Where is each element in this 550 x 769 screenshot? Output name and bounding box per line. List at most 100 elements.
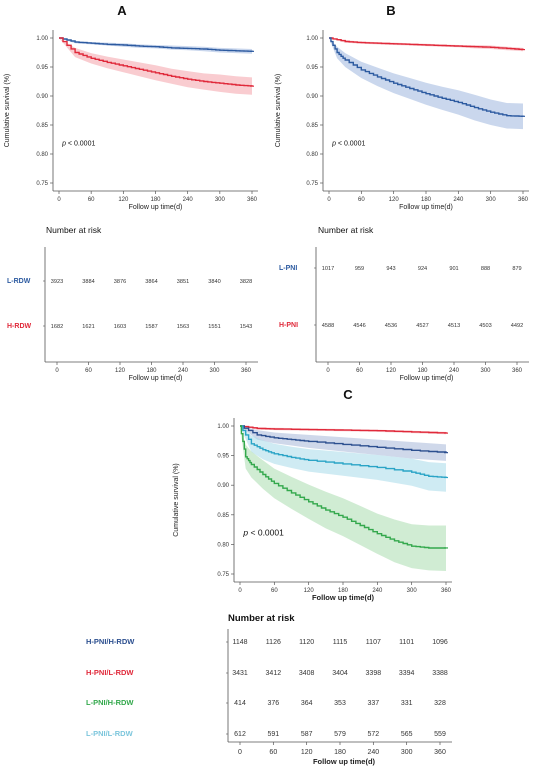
risk-count: 4503 [479,323,491,329]
risk-count: 3404 [332,670,348,677]
risk-count: 3398 [366,670,382,677]
x-tick-label: 180 [338,588,349,594]
y-tick-label: 0.75 [306,181,318,187]
risk-count: 1148 [232,639,247,646]
risk-count: 3864 [145,279,157,285]
risk-count: 331 [401,700,413,707]
risk-count: 4536 [385,323,397,329]
risk-row-label: L-PNI/H-RDW [86,698,134,707]
y-tick-label: 0.90 [217,483,229,489]
y-tick-label: 0.95 [306,65,318,71]
risk-count: 1587 [145,324,157,330]
risk-x-tick-label: 180 [146,368,157,374]
risk-count: 1101 [399,639,414,646]
risk-count: 888 [481,266,490,272]
survival-line-l-pni-h-rdw [240,425,446,549]
risk-x-tick-label: 120 [386,368,397,374]
x-tick-label: 180 [150,197,161,203]
y-tick-label: 0.85 [36,123,48,129]
risk-row-label: H-PNI/H-RDW [86,637,135,646]
y-tick-label: 0.80 [217,542,229,548]
risk-count: 3394 [399,670,415,677]
x-tick-label: 360 [518,197,529,203]
risk-x-tick-label: 180 [334,749,346,756]
risk-count: 4492 [511,323,523,329]
p-value-text: < 0.0001 [66,140,95,147]
p-value: p < 0.0001 [331,140,365,147]
risk-x-tick-label: 360 [241,368,252,374]
p-italic: p [331,140,336,147]
risk-count: 572 [367,731,379,738]
risk-count: 328 [434,700,446,707]
y-tick-label: 0.80 [36,152,48,158]
x-tick-label: 120 [304,588,315,594]
risk-count: 4588 [322,323,334,329]
risk-count: 3923 [51,279,63,285]
risk-count: 3431 [232,670,248,677]
x-tick-label: 0 [327,197,331,203]
y-axis-label: Cumulative survival (%) [173,463,180,537]
x-tick-label: 240 [453,197,464,203]
survival-line-h-pni-h-rdw [240,425,447,453]
panel-letter: B [386,3,395,18]
risk-count: 924 [418,266,427,272]
risk-count: 1120 [299,639,314,646]
risk-count: 1126 [266,639,281,646]
risk-count: 353 [334,700,346,707]
risk-count: 3851 [177,279,189,285]
risk-count: 1682 [51,324,63,330]
survival-line-h-rdw [59,37,253,87]
risk-x-axis-label: Follow up time(d) [129,375,183,382]
risk-count: 3828 [240,279,252,285]
risk-count: 4527 [416,323,428,329]
x-tick-label: 120 [118,197,129,203]
x-tick-label: 240 [183,197,194,203]
risk-x-tick-label: 120 [301,749,313,756]
risk-x-tick-label: 60 [356,368,363,374]
risk-x-tick-label: 180 [417,368,428,374]
risk-row-label: L-PNI/L-RDW [86,729,134,738]
risk-x-axis-label: Follow up time(d) [400,375,454,382]
risk-count: 579 [334,731,346,738]
x-axis-label: Follow up time(d) [129,204,183,211]
risk-count: 1603 [114,324,126,330]
risk-x-tick-label: 0 [326,368,330,374]
risk-count: 591 [267,731,279,738]
ci-band-l-rdw [59,38,252,54]
y-tick-label: 0.75 [217,572,229,578]
risk-count: 414 [234,700,246,707]
risk-table-title: Number at risk [228,613,295,624]
panel-b: B 0.75 0.80 0.85 0.90 0.95 1.00 0 60 120 180 240 300… [275,3,529,382]
risk-x-tick-label: 300 [209,368,220,374]
risk-count: 1115 [333,639,348,646]
risk-count: 565 [401,731,413,738]
ci-band-l-pni-h-rdw [240,426,446,571]
risk-count: 364 [301,700,313,707]
risk-count: 376 [267,700,279,707]
risk-row-label: H-RDW [7,323,31,330]
p-value: p < 0.0001 [242,528,284,538]
risk-count: 959 [355,266,364,272]
risk-count: 1543 [240,324,252,330]
risk-x-tick-label: 240 [449,368,460,374]
risk-row-label: L-RDW [7,278,31,285]
risk-row-label: H-PNI/L-RDW [86,668,134,677]
risk-x-axis-label: Follow up time(d) [313,757,376,766]
x-tick-label: 240 [372,588,383,594]
x-tick-label: 300 [486,197,497,203]
y-axis-label: Cumulative survival (%) [4,74,11,148]
risk-count: 4513 [448,323,460,329]
survival-line-h-pni-l-rdw [240,425,447,434]
x-tick-label: 360 [247,197,258,203]
y-tick-label: 0.95 [217,454,229,460]
panel-letter: A [117,3,127,18]
x-tick-label: 180 [421,197,432,203]
risk-x-tick-label: 240 [178,368,189,374]
risk-count: 3840 [208,279,220,285]
risk-count: 1621 [82,324,94,330]
y-tick-label: 0.75 [36,181,48,187]
risk-x-tick-label: 60 [85,368,92,374]
risk-count: 1107 [366,639,381,646]
x-tick-label: 60 [88,197,95,203]
